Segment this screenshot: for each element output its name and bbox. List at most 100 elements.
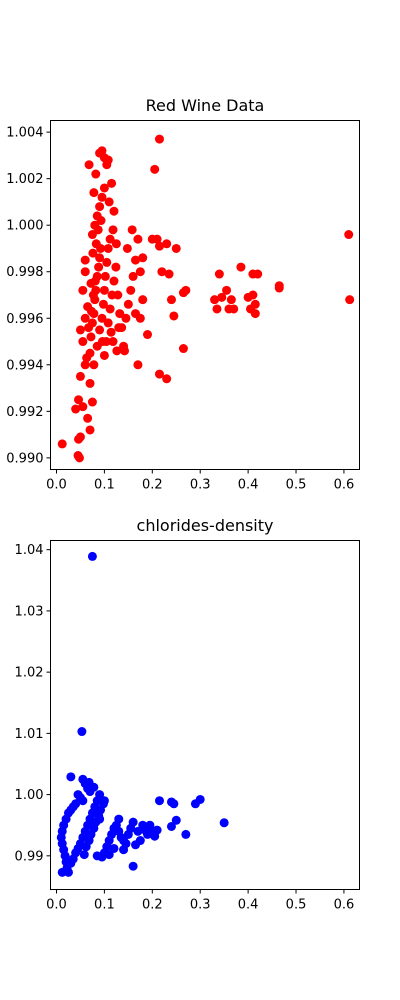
data-point — [113, 290, 123, 300]
data-point — [115, 309, 125, 319]
x-tick-label: 0.3 — [190, 478, 211, 493]
data-point — [105, 234, 115, 244]
data-point — [154, 134, 164, 144]
data-point — [128, 271, 138, 281]
y-tick-label: 1.03 — [15, 604, 44, 619]
data-point — [78, 337, 88, 347]
data-point — [344, 230, 354, 240]
data-point — [103, 243, 113, 253]
data-point — [86, 332, 96, 342]
data-point — [119, 845, 129, 855]
data-point — [114, 814, 124, 824]
data-point — [154, 369, 164, 379]
data-point — [181, 285, 191, 295]
data-point — [106, 327, 116, 337]
x-tick-label: 0.5 — [286, 478, 307, 493]
data-point — [222, 285, 232, 295]
x-tick-label: 0.1 — [94, 898, 115, 913]
data-point — [89, 360, 99, 370]
x-tick-label: 0.6 — [334, 478, 355, 493]
data-point — [66, 772, 76, 782]
data-point — [80, 313, 90, 323]
x-axis: 0.0 0.1 0.2 0.3 0.4 0.5 0.6 — [46, 469, 355, 493]
data-point — [101, 337, 111, 347]
data-point — [71, 404, 81, 414]
data-point — [102, 257, 112, 267]
data-point — [109, 206, 119, 216]
x-tick-label: 0.6 — [334, 898, 355, 913]
data-point — [87, 397, 97, 407]
data-point — [345, 295, 355, 305]
data-point — [97, 192, 107, 202]
data-point — [109, 843, 119, 853]
y-tick-label: 0.998 — [6, 265, 43, 280]
data-point — [90, 276, 100, 286]
data-point — [84, 160, 94, 170]
data-point — [274, 281, 284, 291]
data-point — [79, 850, 89, 860]
data-point — [152, 234, 162, 244]
data-point — [95, 790, 105, 800]
data-point — [131, 255, 141, 265]
data-point — [150, 164, 160, 174]
data-point — [122, 243, 132, 253]
data-point — [97, 313, 107, 323]
data-point — [178, 344, 188, 354]
x-tick-label: 0.4 — [238, 898, 259, 913]
data-point — [97, 146, 107, 156]
data-point — [57, 867, 67, 877]
chart-chlorides-density: chlorides-density 0.0 0.1 0.2 0.3 0.4 0.5 0.6 … — [15, 516, 360, 913]
y-tick-label: 1.002 — [6, 172, 43, 187]
data-point — [123, 299, 133, 309]
data-point — [85, 425, 95, 435]
data-point — [217, 292, 227, 302]
data-point — [152, 825, 162, 835]
data-point — [171, 243, 181, 253]
data-point — [103, 155, 113, 165]
x-tick-label: 0.0 — [46, 898, 67, 913]
y-tick-label: 1.01 — [15, 727, 44, 742]
data-point — [74, 395, 84, 405]
data-point — [107, 178, 117, 188]
y-tick-label: 0.992 — [6, 405, 43, 420]
data-point — [85, 378, 95, 388]
data-point — [145, 820, 155, 830]
data-point — [82, 353, 92, 363]
data-point — [86, 306, 96, 316]
data-point — [93, 225, 103, 235]
data-point — [74, 434, 84, 444]
data-point — [104, 197, 114, 207]
data-point — [95, 814, 105, 824]
x-tick-label: 0.2 — [142, 478, 163, 493]
plot-frame — [50, 540, 360, 890]
data-point — [112, 346, 122, 356]
data-point — [105, 304, 115, 314]
data-point — [212, 304, 222, 314]
y-tick-label: 0.994 — [6, 358, 43, 373]
data-point — [126, 285, 136, 295]
data-point — [138, 295, 148, 305]
data-point — [104, 850, 114, 860]
data-point — [80, 360, 90, 370]
data-point — [95, 325, 105, 335]
data-point — [157, 267, 167, 277]
data-point — [100, 271, 110, 281]
data-point — [171, 815, 181, 825]
data-point — [214, 269, 224, 279]
data-point — [135, 267, 145, 277]
data-point — [121, 313, 131, 323]
data-point — [80, 255, 90, 265]
data-point — [80, 267, 90, 277]
data-point — [169, 311, 179, 321]
data-point — [250, 299, 260, 309]
data-point — [162, 239, 172, 249]
data-point — [181, 829, 191, 839]
y-tick-label: 1.000 — [6, 219, 43, 234]
data-point — [109, 276, 119, 286]
data-point — [91, 239, 101, 249]
data-point — [99, 183, 109, 193]
data-point — [133, 826, 143, 836]
data-point — [210, 295, 220, 305]
data-point — [75, 325, 85, 335]
